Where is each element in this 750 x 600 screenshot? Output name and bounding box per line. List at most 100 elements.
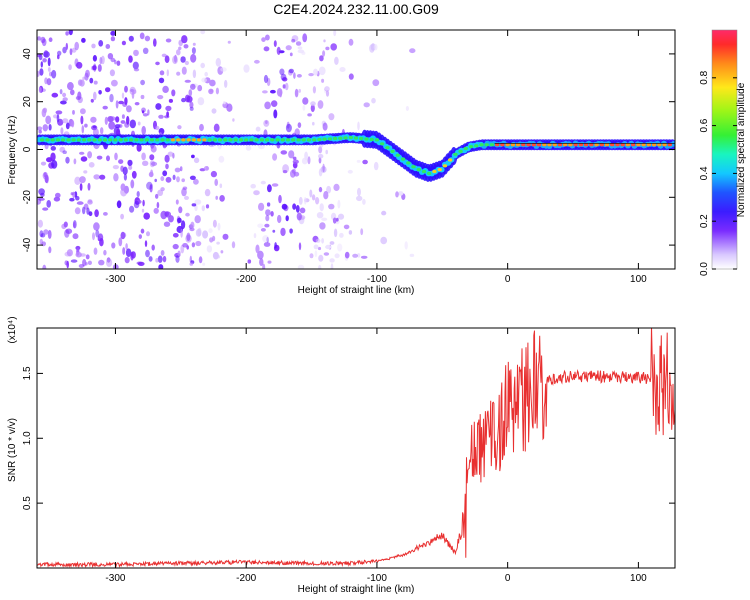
noise-speck bbox=[158, 114, 164, 119]
ridge-core bbox=[641, 143, 646, 147]
noise-speck bbox=[46, 78, 52, 86]
colorbar-gradient bbox=[712, 30, 737, 269]
noise-speck bbox=[165, 163, 169, 170]
ridge-core bbox=[113, 138, 118, 142]
noise-speck bbox=[318, 146, 323, 154]
noise-speck bbox=[157, 189, 164, 196]
noise-speck bbox=[65, 228, 73, 234]
noise-speck bbox=[121, 40, 126, 46]
noise-speck bbox=[263, 46, 270, 52]
noise-speck bbox=[149, 154, 155, 161]
ridge-core bbox=[207, 138, 212, 142]
ridge-core bbox=[536, 143, 542, 147]
noise-speck bbox=[200, 30, 206, 35]
noise-speck bbox=[371, 97, 376, 104]
noise-speck bbox=[93, 247, 98, 255]
noise-speck bbox=[319, 55, 324, 62]
noise-speck bbox=[144, 35, 151, 42]
noise-speck bbox=[126, 115, 130, 125]
ridge-core bbox=[604, 143, 610, 147]
ridge-core bbox=[625, 143, 631, 147]
noise-speck bbox=[321, 238, 324, 244]
noise-speck bbox=[90, 116, 97, 123]
ridge-core bbox=[66, 138, 71, 142]
ridge-core bbox=[547, 143, 552, 147]
noise-speck bbox=[172, 55, 178, 65]
noise-speck bbox=[82, 206, 86, 215]
noise-speck bbox=[178, 206, 183, 214]
ridge-core bbox=[285, 138, 291, 142]
x-tick-label: 100 bbox=[630, 573, 647, 584]
noise-speck bbox=[347, 169, 353, 174]
noise-speck bbox=[70, 89, 75, 96]
noise-speck bbox=[226, 103, 233, 112]
noise-speck bbox=[136, 143, 142, 152]
noise-speck bbox=[71, 120, 75, 128]
noise-speck bbox=[216, 255, 221, 259]
noise-speck bbox=[289, 228, 293, 234]
noise-speck bbox=[92, 128, 99, 137]
noise-speck bbox=[64, 251, 71, 257]
ridge-core bbox=[646, 143, 652, 147]
noise-speck bbox=[91, 65, 95, 71]
ridge-core bbox=[102, 138, 108, 142]
ridge-core bbox=[447, 158, 453, 162]
noise-speck bbox=[363, 102, 370, 108]
noise-speck bbox=[44, 174, 49, 184]
noise-speck bbox=[102, 105, 108, 110]
noise-speck bbox=[176, 49, 181, 56]
noise-speck bbox=[325, 244, 332, 250]
noise-speck bbox=[339, 232, 344, 238]
noise-speck bbox=[205, 204, 210, 209]
noise-speck bbox=[158, 77, 165, 84]
noise-speck bbox=[87, 151, 92, 159]
ridge-core bbox=[312, 138, 317, 142]
ridge-core bbox=[45, 138, 50, 142]
noise-speck bbox=[88, 211, 93, 217]
ridge-core bbox=[557, 143, 563, 147]
ridge-core bbox=[578, 143, 584, 147]
ridge-core bbox=[359, 136, 364, 141]
noise-speck bbox=[253, 233, 257, 239]
noise-speck bbox=[260, 228, 266, 232]
noise-speck bbox=[115, 116, 120, 123]
chart-title: C2E4.2024.232.11.00.G09 bbox=[273, 1, 439, 17]
ridge-core bbox=[400, 157, 406, 161]
noise-speck bbox=[202, 262, 206, 266]
ridge-core bbox=[264, 138, 270, 142]
noise-speck bbox=[65, 156, 70, 164]
colorbar-label: Normalized spectral amplitude bbox=[736, 82, 747, 217]
noise-speck bbox=[140, 228, 145, 234]
noise-speck bbox=[362, 198, 366, 205]
noise-speck bbox=[315, 197, 320, 205]
ridge-core bbox=[573, 143, 578, 147]
noise-speck bbox=[65, 42, 69, 51]
noise-speck bbox=[65, 31, 69, 36]
y-tick-label: 40 bbox=[22, 48, 33, 60]
noise-speck bbox=[83, 170, 88, 174]
noise-speck bbox=[70, 192, 74, 196]
noise-speck bbox=[66, 249, 73, 257]
snr-y-label: SNR (10 * v/v) bbox=[7, 418, 18, 482]
snr-series-line bbox=[37, 328, 675, 568]
noise-speck bbox=[257, 223, 264, 228]
noise-speck bbox=[186, 245, 189, 250]
ridge-core bbox=[233, 138, 238, 142]
x-tick-label: -300 bbox=[105, 573, 125, 584]
noise-speck bbox=[120, 120, 126, 124]
noise-speck bbox=[75, 96, 81, 100]
noise-speck bbox=[297, 46, 303, 50]
noise-speck bbox=[120, 213, 124, 220]
noise-speck bbox=[124, 97, 128, 105]
ridge-core bbox=[427, 171, 432, 175]
noise-speck bbox=[99, 174, 106, 180]
noise-speck bbox=[92, 232, 95, 241]
noise-speck bbox=[62, 92, 67, 98]
noise-speck bbox=[138, 234, 142, 240]
noise-speck bbox=[143, 212, 150, 220]
noise-speck bbox=[318, 66, 326, 76]
noise-speck bbox=[325, 149, 329, 155]
noise-speck bbox=[184, 79, 191, 83]
ridge-core bbox=[202, 138, 207, 142]
noise-speck bbox=[42, 124, 48, 132]
